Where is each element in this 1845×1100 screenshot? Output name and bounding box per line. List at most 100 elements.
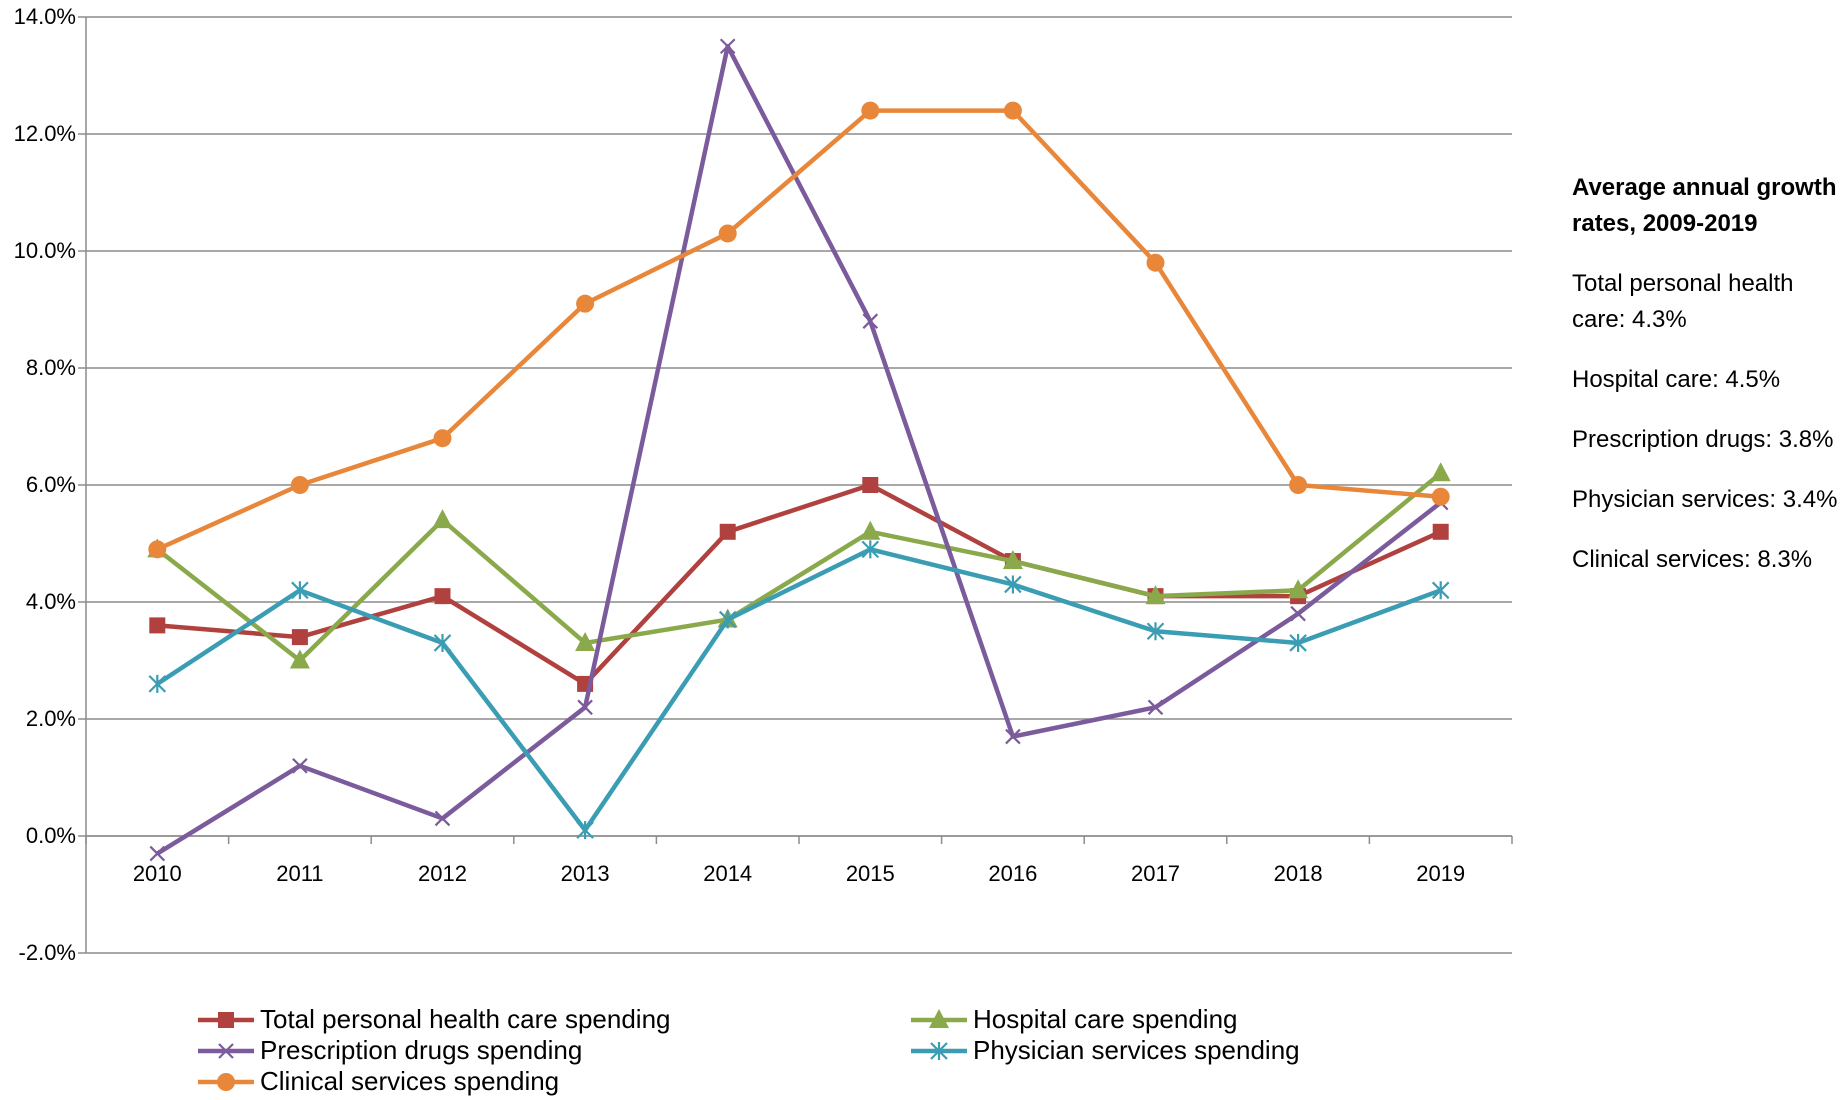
legend-label: Physician services spending bbox=[973, 1035, 1300, 1065]
legend-swatch bbox=[198, 1011, 254, 1028]
y-tick-label: 0.0% bbox=[26, 823, 76, 848]
data-point bbox=[718, 224, 737, 243]
y-axis-tick-labels: -2.0% 0.0% 2.0% 4.0% 6.0% 8.0% 10.0% 12.0% 14.0% bbox=[14, 4, 76, 965]
x-axis-tick-labels: 2010 2011 2012 2013 2014 2015 2016 2017 2018 2019 bbox=[133, 861, 1465, 886]
data-point bbox=[434, 810, 451, 827]
series-line bbox=[155, 471, 1443, 663]
data-point bbox=[1288, 579, 1309, 599]
data-point bbox=[860, 520, 881, 540]
data-point bbox=[434, 588, 451, 605]
growth-rate-clinical: Clinical services: 8.3% bbox=[1572, 546, 1813, 573]
legend-item: Prescription drugs spending bbox=[196, 1035, 582, 1066]
data-point bbox=[1146, 253, 1165, 272]
series-line bbox=[156, 108, 1441, 552]
series-group bbox=[147, 38, 1451, 862]
y-tick-label: 8.0% bbox=[26, 355, 76, 380]
series-4 bbox=[148, 540, 1450, 840]
legend-item: Total personal health care spending bbox=[196, 1004, 671, 1035]
data-point bbox=[861, 540, 880, 559]
legend-swatch-marker bbox=[929, 1008, 949, 1028]
y-tick-label: 2.0% bbox=[26, 706, 76, 731]
data-point bbox=[1290, 605, 1306, 622]
data-point bbox=[291, 581, 309, 600]
data-point bbox=[1002, 550, 1023, 570]
data-point bbox=[1430, 462, 1451, 482]
data-point bbox=[1146, 622, 1165, 641]
data-point bbox=[291, 629, 308, 646]
legend-label: Total personal health care spending bbox=[260, 1004, 671, 1034]
data-point bbox=[148, 540, 167, 559]
growth-rate-prescription: Prescription drugs: 3.8% bbox=[1572, 426, 1834, 453]
data-point bbox=[292, 758, 308, 774]
y-tick-label: 6.0% bbox=[26, 472, 76, 497]
data-point bbox=[148, 674, 167, 693]
x-tick-label: 2013 bbox=[561, 861, 610, 886]
legend-swatch bbox=[911, 1041, 967, 1060]
x-tick-label: 2014 bbox=[703, 861, 752, 886]
y-tick-label: 4.0% bbox=[26, 589, 76, 614]
data-point bbox=[862, 313, 879, 329]
data-point bbox=[719, 523, 736, 540]
growth-rate-total: Total personal health care: 4.3% bbox=[1572, 270, 1794, 333]
data-point bbox=[1431, 487, 1450, 506]
data-point bbox=[149, 617, 166, 634]
series-3 bbox=[149, 38, 1449, 862]
data-point bbox=[719, 38, 736, 55]
legend-swatch bbox=[911, 1008, 967, 1028]
data-point bbox=[862, 477, 879, 493]
data-point bbox=[861, 101, 880, 120]
data-point bbox=[575, 631, 596, 651]
data-point bbox=[433, 429, 452, 448]
growth-rates-panel: Average annual growth rates, 2009-2019 T… bbox=[1572, 170, 1842, 602]
legend-swatch-marker bbox=[930, 1041, 948, 1060]
data-point bbox=[1003, 101, 1022, 120]
legend-swatch bbox=[198, 1042, 254, 1059]
series-5 bbox=[148, 101, 1450, 559]
x-tick-label: 2016 bbox=[988, 861, 1037, 886]
x-tick-label: 2015 bbox=[846, 861, 895, 886]
legend-item: Clinical services spending bbox=[196, 1066, 559, 1097]
x-tick-label: 2019 bbox=[1416, 861, 1465, 886]
legend-swatch-marker bbox=[218, 1042, 234, 1059]
x-tick-label: 2010 bbox=[133, 861, 182, 886]
data-point bbox=[1289, 476, 1308, 494]
series-line bbox=[156, 547, 1442, 833]
x-tick-label: 2017 bbox=[1131, 861, 1180, 886]
legend-item: Physician services spending bbox=[909, 1035, 1300, 1066]
legend-swatch-marker bbox=[218, 1011, 234, 1028]
legend-swatch-marker bbox=[217, 1072, 235, 1091]
growth-rate-hospital: Hospital care: 4.5% bbox=[1572, 366, 1781, 393]
x-tick-label: 2018 bbox=[1274, 861, 1323, 886]
line-chart: -2.0% 0.0% 2.0% 4.0% 6.0% 8.0% 10.0% 12.0% 14.0%… bbox=[14, 4, 1513, 965]
x-tick-label: 2012 bbox=[418, 861, 467, 886]
series-line bbox=[156, 44, 1443, 856]
data-point bbox=[1004, 575, 1022, 594]
data-point bbox=[576, 821, 594, 840]
data-point bbox=[576, 294, 595, 313]
y-tick-label: -2.0% bbox=[19, 940, 76, 965]
legend-swatch bbox=[198, 1072, 254, 1091]
y-tick-label: 12.0% bbox=[14, 121, 76, 146]
data-point bbox=[1145, 585, 1166, 605]
legend-label: Clinical services spending bbox=[260, 1066, 560, 1096]
legend-label: Hospital care spending bbox=[973, 1004, 1238, 1034]
x-tick-label: 2011 bbox=[276, 861, 323, 886]
legend-label: Prescription drugs spending bbox=[260, 1035, 583, 1065]
data-point bbox=[1431, 581, 1450, 600]
data-point bbox=[1005, 728, 1021, 745]
data-point bbox=[718, 610, 737, 629]
growth-rates-title: Average annual growth rates, 2009-2019 bbox=[1572, 174, 1837, 237]
y-tick-label: 14.0% bbox=[14, 4, 76, 29]
growth-rate-physician: Physician services: 3.4% bbox=[1572, 486, 1838, 513]
axes bbox=[85, 17, 1513, 953]
data-point bbox=[1432, 523, 1449, 540]
data-point bbox=[149, 845, 166, 862]
data-point bbox=[289, 649, 310, 669]
legend-item: Hospital care spending bbox=[909, 1004, 1238, 1035]
data-point bbox=[433, 633, 452, 652]
data-point bbox=[290, 476, 309, 494]
data-point bbox=[1289, 633, 1307, 652]
data-point bbox=[577, 699, 593, 716]
y-tick-label: 10.0% bbox=[14, 238, 76, 263]
data-point bbox=[1147, 699, 1164, 716]
